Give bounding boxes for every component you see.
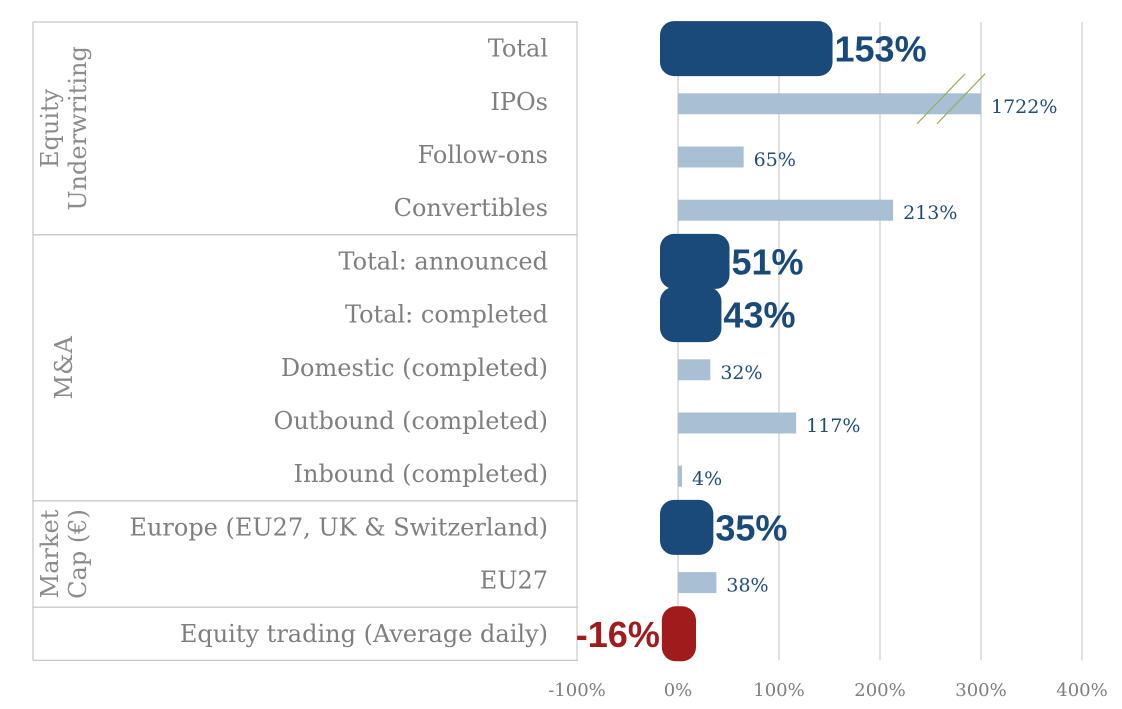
bar	[660, 287, 722, 343]
category-label: IPOs	[490, 88, 548, 116]
x-tick-label: 0%	[664, 680, 693, 701]
category-label: Inbound (completed)	[294, 460, 548, 488]
bar	[678, 412, 797, 434]
bar	[660, 21, 833, 77]
group-label-line: Underwriting	[64, 46, 92, 211]
category-label: Convertibles	[394, 194, 548, 222]
data-label: 65%	[754, 149, 796, 171]
group-labels: EquityUnderwriting M&A MarketCap (€)	[36, 46, 92, 599]
category-label: Total: completed	[345, 301, 548, 329]
x-axis-ticks: -100% 0% 100% 200% 300% 400%	[548, 680, 1108, 701]
data-label: 51%	[732, 241, 804, 282]
data-label: 43%	[723, 295, 795, 336]
bars	[660, 21, 986, 662]
gridlines	[576, 22, 1083, 661]
data-label: -16%	[576, 614, 660, 655]
category-label: Domestic (completed)	[281, 354, 548, 382]
bar	[678, 359, 711, 381]
bar	[678, 93, 981, 115]
x-tick-label: 100%	[753, 680, 804, 701]
bar	[678, 572, 717, 594]
x-tick-label: -100%	[548, 680, 606, 701]
data-label: 4%	[692, 468, 722, 490]
data-label: 35%	[715, 507, 787, 548]
category-label: Equity trading (Average daily)	[180, 620, 548, 648]
category-label: Europe (EU27, UK & Switzerland)	[129, 513, 548, 541]
bar	[660, 499, 714, 555]
data-label: 38%	[726, 575, 768, 597]
category-label: Total	[488, 35, 548, 63]
category-label: Total: announced	[338, 247, 548, 275]
category-label: EU27	[480, 567, 548, 595]
group-label-line: M&A	[50, 336, 78, 400]
group-label: EquityUnderwriting	[36, 46, 92, 211]
category-label: Outbound (completed)	[274, 407, 548, 435]
data-label: 213%	[903, 202, 957, 224]
group-label-line: Cap (€)	[64, 509, 92, 599]
chart-frame	[32, 21, 578, 662]
axis-break-mark	[916, 73, 966, 125]
data-label: 1722%	[991, 96, 1057, 118]
data-label: 32%	[720, 362, 762, 384]
category-label: Follow-ons	[418, 141, 548, 169]
bar	[678, 199, 894, 221]
axis-break-mark	[936, 73, 986, 125]
x-tick-label: 200%	[854, 680, 905, 701]
data-label: 117%	[806, 415, 860, 437]
bar	[660, 233, 730, 289]
bar	[678, 146, 744, 168]
data-label: 153%	[835, 29, 927, 70]
group-label-line: Market	[36, 509, 64, 598]
value-labels: 153% 1722% 65% 213% 51% 43% 32% 117% 4% 35% 38% -16…	[576, 29, 1058, 655]
group-label: MarketCap (€)	[36, 509, 92, 599]
bar	[661, 606, 696, 662]
bar	[678, 465, 683, 487]
group-label-line: Equity	[36, 88, 64, 168]
group-label: M&A	[50, 336, 78, 400]
category-labels: Total IPOs Follow-ons Convertibles Total: an…	[129, 35, 548, 648]
x-tick-label: 400%	[1056, 680, 1107, 701]
x-tick-label: 300%	[955, 680, 1006, 701]
